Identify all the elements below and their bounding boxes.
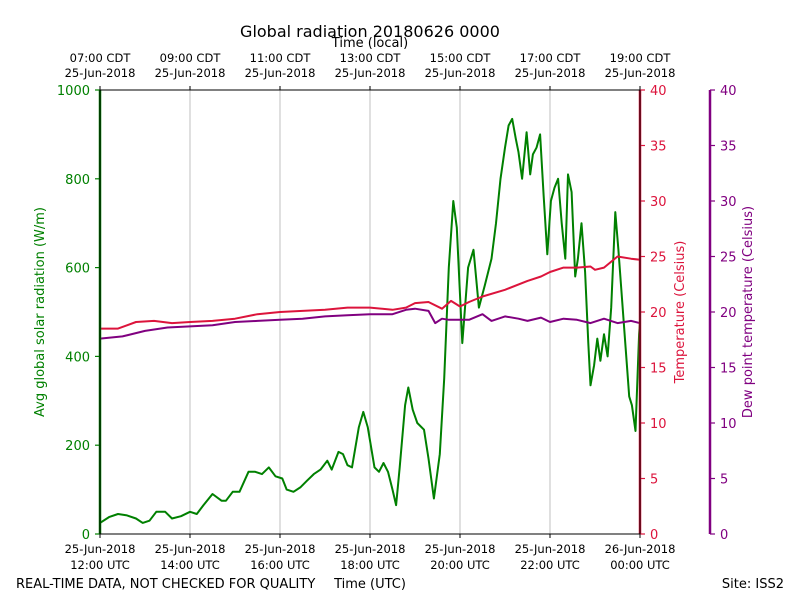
top-x-tick-label: 15:00 CDT (430, 51, 492, 65)
x-tick-label: 25-Jun-2018 (155, 542, 226, 556)
y-tick-label-temperature: 5 (650, 473, 658, 488)
y-tick-label-dewpoint: 40 (720, 84, 737, 99)
x-tick-label: 25-Jun-2018 (335, 542, 406, 556)
top-x-tick-label: 25-Jun-2018 (65, 66, 136, 80)
top-x-tick-label: 25-Jun-2018 (515, 66, 586, 80)
y-tick-label-temperature: 30 (650, 195, 667, 210)
top-x-tick-label: 11:00 CDT (250, 51, 312, 65)
y-tick-label-dewpoint: 20 (720, 306, 737, 321)
y-tick-label-dewpoint: 15 (720, 362, 737, 377)
grid-lines (189, 90, 551, 534)
top-x-tick-label: 25-Jun-2018 (605, 66, 676, 80)
y-tick-label-temperature: 20 (650, 306, 667, 321)
y-tick-label-dewpoint: 35 (720, 140, 737, 155)
x-tick-label: 14:00 UTC (160, 558, 220, 572)
y-tick-label-dewpoint: 5 (720, 473, 728, 488)
y-tick-label-radiation: 1000 (57, 84, 90, 99)
x-tick-label: 18:00 UTC (340, 558, 400, 572)
x-tick-label: 20:00 UTC (430, 558, 490, 572)
top-x-tick-label: 25-Jun-2018 (425, 66, 496, 80)
top-x-tick-label: 19:00 CDT (610, 51, 672, 65)
site-label: Site: ISS2 (722, 577, 784, 592)
y-tick-label-radiation: 800 (65, 173, 90, 188)
x-tick-label: 25-Jun-2018 (425, 542, 496, 556)
top-x-tick-label: 09:00 CDT (160, 51, 222, 65)
y-tick-label-temperature: 35 (650, 140, 667, 155)
y-tick-label-temperature: 10 (650, 417, 667, 432)
x-tick-label: 25-Jun-2018 (515, 542, 586, 556)
y-tick-label-dewpoint: 25 (720, 251, 737, 266)
x-tick-label: 16:00 UTC (250, 558, 310, 572)
top-x-tick-label: 13:00 CDT (340, 51, 402, 65)
top-x-tick-label: 17:00 CDT (520, 51, 582, 65)
top-axis-label: Time (local) (331, 36, 408, 51)
y-tick-label-radiation: 200 (65, 439, 90, 454)
x-tick-label: 00:00 UTC (610, 558, 670, 572)
x-tick-label: 25-Jun-2018 (245, 542, 316, 556)
axes: 25-Jun-2018 12:00 UTC 25-Jun-2018 14:00 UTC… (33, 51, 756, 572)
x-tick-label: 12:00 UTC (70, 558, 130, 572)
top-x-tick-label: 25-Jun-2018 (155, 66, 226, 80)
top-x-tick-label: 25-Jun-2018 (245, 66, 316, 80)
y-tick-label-temperature: 15 (650, 362, 667, 377)
y-tick-label-radiation: 400 (65, 350, 90, 365)
top-x-tick-label: 25-Jun-2018 (335, 66, 406, 80)
x-tick-label: 25-Jun-2018 (65, 542, 136, 556)
y-tick-label-dewpoint: 30 (720, 195, 737, 210)
y-tick-label-dewpoint: 10 (720, 417, 737, 432)
series-line-temperature (100, 255, 640, 330)
series-line-radiation (100, 117, 640, 524)
plot-series (100, 117, 640, 524)
y-tick-label-radiation: 600 (65, 262, 90, 277)
series-line-dewpoint (100, 307, 640, 340)
y-axis-label-dewpoint: Dew point temperature (Celsius) (741, 206, 756, 418)
y-tick-label-radiation: 0 (82, 528, 90, 543)
x-tick-label: 22:00 UTC (520, 558, 580, 572)
plot-frame (99, 89, 641, 535)
y-tick-label-temperature: 40 (650, 84, 667, 99)
chart-title: Global radiation 20180626 0000 (240, 22, 500, 41)
quality-disclaimer: REAL-TIME DATA, NOT CHECKED FOR QUALITY (16, 577, 315, 592)
x-tick-label: 26-Jun-2018 (605, 542, 676, 556)
y-tick-label-temperature: 25 (650, 251, 667, 266)
x-axis-label: Time (UTC) (333, 577, 406, 592)
y-axis-label-temperature: Temperature (Celsius) (673, 241, 688, 385)
y-tick-label-dewpoint: 0 (720, 528, 728, 543)
y-axis-label-radiation: Avg global solar radiation (W/m) (33, 207, 48, 417)
y-tick-label-temperature: 0 (650, 528, 658, 543)
top-x-tick-label: 07:00 CDT (70, 51, 132, 65)
